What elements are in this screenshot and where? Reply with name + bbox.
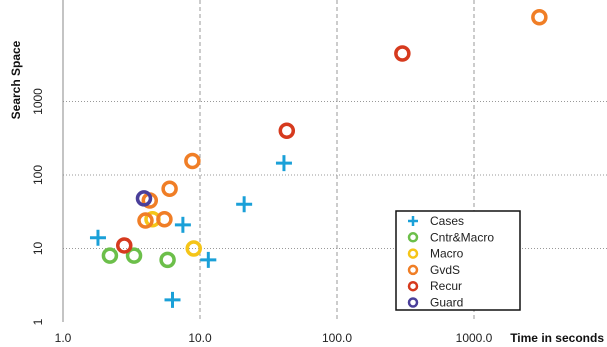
point-cntr-macro [159,251,176,269]
point-cases [275,155,292,172]
point-cases [200,251,217,268]
y-tick-labels: 1 10 100 1000 [31,88,45,326]
point-cases [174,216,191,233]
point-cases [236,196,253,213]
point-recur [394,45,411,62]
legend-box [395,210,521,311]
legend-label-cntr-macro: Cntr&Macro [430,230,494,244]
x-axis-title: Time in seconds [510,331,604,345]
legend-marker-recur [407,280,419,292]
legend-marker-cntr-macro [407,232,419,243]
x-tick-labels: 1.0 10.0 100.0 1000.0 [55,331,493,345]
legend: Cases Cntr&Macro Macro GvdS Recur Guard [395,210,521,311]
x-tick-label: 10.0 [188,331,212,345]
point-macro [185,240,202,257]
legend-marker-gvds [407,264,419,276]
legend-label-recur: Recur [430,279,462,293]
point-gvds [156,211,173,228]
legend-marker-guard [407,297,419,308]
y-tick-label: 1 [31,318,45,325]
legend-label-cases: Cases [430,214,464,228]
point-cases [164,291,181,308]
point-gvds [137,212,154,229]
y-tick-label: 100 [31,165,45,185]
point-guard [135,190,153,207]
legend-label-guard: Guard [430,296,463,310]
point-recur [116,237,133,254]
grid-lines [63,0,607,322]
x-tick-label: 100.0 [322,331,352,345]
legend-marker-macro [407,248,419,259]
point-cntr-macro [125,247,143,264]
y-axis-title: Search Space [9,40,23,119]
point-cases [89,229,106,246]
point-gvds [531,9,548,26]
point-gvds [161,180,178,198]
point-recur [278,122,296,139]
x-tick-label: 1.0 [55,331,72,345]
y-tick-label: 1000 [31,88,45,115]
point-cntr-macro [101,247,119,264]
x-tick-label: 1000.0 [456,331,493,345]
point-gvds [184,152,201,170]
y-tick-label: 10 [31,242,45,256]
legend-label-macro: Macro [430,247,464,261]
legend-marker-cases [408,216,418,226]
data-points [89,9,548,308]
legend-label-gvds: GvdS [430,263,460,277]
